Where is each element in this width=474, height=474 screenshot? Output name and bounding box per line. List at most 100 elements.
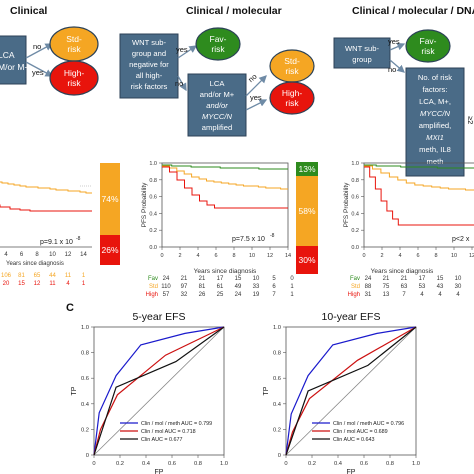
- km3-xtick: 8: [434, 253, 437, 259]
- high-risk-label: High-: [282, 88, 302, 98]
- km2-risk-cell: 33: [253, 284, 260, 290]
- flow-label-no: no: [175, 79, 183, 88]
- flow-arrow: [177, 75, 187, 92]
- dna-box2-line: No. of risk: [418, 73, 452, 82]
- roc-xtick: 0.8: [386, 461, 394, 467]
- roc-ytick: 0.2: [273, 427, 281, 433]
- box2-line: and/or: [206, 101, 228, 110]
- roc-ytick: 1.0: [273, 325, 281, 331]
- dna-right-label: ≥2: [466, 116, 474, 124]
- km3-risk-cell: 88: [365, 284, 372, 290]
- km2-high-curve: [162, 166, 288, 209]
- km1-risk-cell: 11: [65, 273, 72, 279]
- km2-std-curve: [162, 165, 288, 190]
- roc-series-line: [285, 326, 417, 456]
- km2-risk-cell: 81: [199, 284, 206, 290]
- km1-xtick: 4: [4, 252, 8, 258]
- km3-risk-cell: 17: [419, 276, 426, 282]
- box2-line: amplified: [202, 123, 232, 132]
- flow-label-no: no: [33, 42, 41, 51]
- km2-ytick: 0.6: [149, 195, 157, 201]
- km3-risk-cell: 4: [420, 292, 424, 298]
- roc-diagonal: [285, 326, 417, 456]
- km2-xtick: 4: [196, 253, 199, 259]
- roc-legend-label: Clin AUC = 0.677: [141, 437, 183, 443]
- high-risk-label: risk: [67, 78, 81, 88]
- km2-bar-segment: [296, 176, 318, 246]
- km2-risk-cell: 10: [253, 276, 260, 282]
- km2-bar-segment: [296, 246, 318, 274]
- roc-ytick: 1.0: [81, 325, 89, 331]
- km3-risk-cell: 31: [365, 292, 372, 298]
- km3-risk-cell: 21: [401, 276, 408, 282]
- fav-risk-node: [195, 27, 241, 61]
- km1-risk-cell: 106: [1, 273, 12, 279]
- km1-xtick: 12: [65, 252, 72, 258]
- roc-legend-label: Clin / mol AUC = 0.718: [141, 429, 196, 435]
- high-risk-node: [269, 81, 315, 115]
- km2-ytick: 0.0: [149, 245, 157, 251]
- km3-ytick: 0.2: [351, 228, 359, 234]
- roc-series-line: [93, 326, 225, 456]
- km2-ytick: 0.2: [149, 228, 157, 234]
- km3-risk-cell: 7: [402, 292, 406, 298]
- flow-dna-box2: [405, 67, 465, 177]
- dna-box2-line: meth, IL8: [419, 145, 451, 154]
- roc-chart-2: 10-year EFS 0 0.2 0.4 0.6 0.8 1.0 0 0.2 0.4 0.6 0.8…: [263, 311, 420, 474]
- km1-risk-cell: 15: [18, 281, 25, 287]
- km3-risk-label: Fav: [350, 276, 360, 282]
- roc-xtick: 1.0: [220, 461, 228, 467]
- box1-line: risk factors: [131, 82, 168, 91]
- km3-ylabel: PFS Probability: [343, 182, 350, 228]
- fav-risk-label: risk: [421, 46, 435, 56]
- flow-arrow: [25, 61, 54, 77]
- km2-risk-cell: 61: [217, 284, 224, 290]
- flow-clinical-box-line: M/or M+: [0, 62, 29, 72]
- box2-line: LCA: [210, 79, 226, 88]
- km1-bar-label: 26%: [101, 245, 118, 255]
- km2-ytick: 0.8: [149, 178, 157, 184]
- std-risk-label: risk: [285, 66, 299, 76]
- km1-pvalue-exp: -8: [76, 236, 81, 242]
- km1-risk-cell: 1: [82, 281, 86, 287]
- km2-risk-cell: 7: [272, 292, 276, 298]
- km1-pvalue: p=9.1 x 10: [40, 239, 73, 246]
- roc-diagonal: [93, 326, 225, 456]
- panel-letter: C: [66, 302, 74, 314]
- km1-risk-cell: 11: [49, 281, 56, 287]
- box1-line: WNT sub-: [132, 38, 167, 47]
- flow-arrow: [245, 75, 267, 97]
- high-risk-label: risk: [285, 98, 299, 108]
- km2-risk-cell: 19: [253, 292, 260, 298]
- roc-ytick: 0: [86, 453, 89, 459]
- flow-molecular-box2: [187, 73, 247, 137]
- km2-bar-label: 30%: [298, 255, 315, 265]
- box1-line: negative for: [129, 60, 169, 69]
- title-clinical: Clinical: [10, 5, 47, 17]
- km3-risk-cell: 53: [419, 284, 426, 290]
- flow-clinical: LCA M/or M+ no yes Std- risk High- risk: [0, 26, 99, 96]
- flow-label-no: no: [246, 72, 258, 84]
- km2-risk-label: Std: [149, 284, 158, 290]
- km1-risk-cell: 20: [3, 281, 10, 287]
- km3-risk-cell: 43: [437, 284, 444, 290]
- km1-risk-cell: 12: [34, 281, 41, 287]
- km1-xtick: 10: [49, 252, 56, 258]
- km2-bar-segment: [296, 162, 318, 176]
- km2-risk-cell: 21: [199, 276, 206, 282]
- km3-xtick: 2: [380, 253, 383, 259]
- dna-box2-line: factors:: [423, 85, 448, 94]
- km3-risk-cell: 21: [383, 276, 390, 282]
- km2-xtick: 0: [160, 253, 163, 259]
- roc-ytick: 0.6: [81, 376, 89, 382]
- km2-ytick: 0.4: [149, 211, 157, 217]
- km3-ytick: 0.8: [351, 178, 359, 184]
- title-clinical-molecular-dna: Clinical / molecular / DNA me: [352, 5, 474, 17]
- km2-pvalue-exp: -8: [270, 233, 275, 239]
- km3-risk-cell: 13: [383, 292, 390, 298]
- km3-risk-cell: 4: [438, 292, 442, 298]
- roc-xtick: 0.8: [194, 461, 202, 467]
